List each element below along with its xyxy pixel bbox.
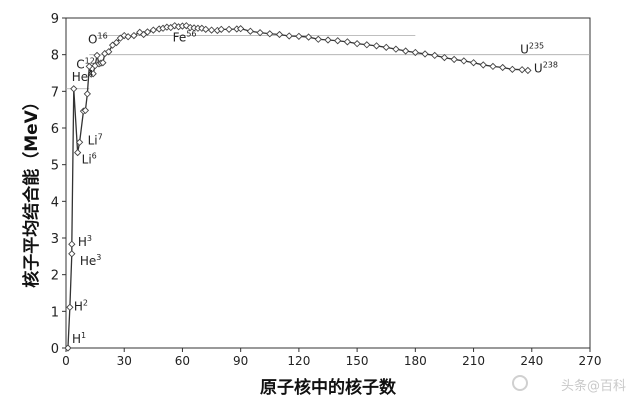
data-point <box>334 37 342 45</box>
y-tick-label: 2 <box>51 269 59 284</box>
x-tick-label: 180 <box>404 354 427 368</box>
data-point <box>524 66 532 75</box>
plot-frame <box>65 17 591 349</box>
annotation-label: O16 <box>88 31 108 46</box>
data-point <box>266 30 274 38</box>
x-tick-label: 60 <box>175 354 190 368</box>
y-tick-label: 5 <box>51 159 59 174</box>
data-line <box>67 25 528 349</box>
annotation-label: Li7 <box>88 132 103 147</box>
annotation-label: He3 <box>80 253 102 268</box>
data-point <box>275 30 284 39</box>
data-point <box>237 24 245 33</box>
data-point <box>469 59 478 67</box>
annotation-label: H2 <box>74 298 88 313</box>
data-point <box>64 344 72 352</box>
x-tick-label: 90 <box>233 354 248 368</box>
data-point <box>363 41 371 49</box>
data-point <box>304 33 313 41</box>
data-point <box>75 138 84 146</box>
annotation-label: U238 <box>534 60 558 75</box>
data-point <box>130 31 138 40</box>
data-point <box>85 62 93 71</box>
y-tick-label: 4 <box>51 195 59 210</box>
data-point <box>499 63 507 72</box>
x-tick-label: 270 <box>579 354 602 368</box>
data-point <box>411 48 419 57</box>
data-point <box>285 32 293 40</box>
y-axis-label-box: 核子平均结合能（MeV） <box>6 40 52 340</box>
data-point <box>518 66 526 74</box>
y-tick-label: 3 <box>51 232 59 247</box>
annotation-label: H3 <box>78 234 92 249</box>
data-point <box>89 70 97 78</box>
data-point <box>401 47 410 55</box>
data-point <box>508 65 517 73</box>
data-point <box>74 148 82 157</box>
data-point <box>314 35 322 43</box>
x-tick-label: 30 <box>117 354 132 368</box>
y-tick-label: 8 <box>51 49 59 64</box>
annotation-label: C12 <box>76 56 95 71</box>
annotation-label: He4 <box>72 69 94 84</box>
data-point <box>431 51 439 60</box>
x-tick-label: 0 <box>62 354 70 368</box>
data-point <box>460 57 468 65</box>
y-axis-label: 核子平均结合能（MeV） <box>21 92 42 288</box>
data-point <box>324 36 332 44</box>
data-point <box>225 25 233 34</box>
data-point <box>489 62 497 71</box>
x-tick-label: 150 <box>346 354 369 368</box>
annotation-label: Fe56 <box>173 30 197 45</box>
data-point <box>66 303 74 311</box>
y-tick-label: 0 <box>51 342 59 357</box>
data-point <box>202 25 210 34</box>
data-point <box>68 250 76 258</box>
data-point <box>83 90 91 98</box>
data-point <box>207 26 216 34</box>
data-point <box>81 106 90 115</box>
x-tick-label: 120 <box>287 354 310 368</box>
data-point <box>149 26 157 34</box>
data-point <box>217 25 225 34</box>
data-point <box>105 48 113 56</box>
data-point <box>353 40 361 48</box>
x-tick-label: 210 <box>462 354 485 368</box>
data-point <box>382 43 390 51</box>
watermark-text: 头条@百科 <box>560 379 626 394</box>
data-point <box>256 29 264 37</box>
data-point <box>99 59 107 67</box>
y-tick-label: 1 <box>51 305 59 320</box>
data-point <box>295 32 303 40</box>
annotation-label: Li6 <box>82 152 97 167</box>
data-point <box>450 55 458 64</box>
data-point <box>246 27 255 35</box>
watermark-logo-icon <box>512 375 528 391</box>
y-tick-label: 9 <box>51 12 59 27</box>
data-point <box>93 51 101 60</box>
y-tick-label: 7 <box>51 85 59 100</box>
annotation-label: H1 <box>72 331 86 346</box>
data-point <box>68 240 76 248</box>
data-point <box>143 28 152 36</box>
x-axis-label: 原子核中的核子数 <box>260 378 396 398</box>
data-point <box>421 50 429 58</box>
data-point <box>479 61 487 69</box>
y-tick-label: 6 <box>51 122 59 137</box>
data-point <box>440 53 449 62</box>
data-point <box>372 42 381 50</box>
x-tick-label: 240 <box>520 354 543 368</box>
annotation-label: U235 <box>520 42 544 57</box>
data-point <box>392 45 400 53</box>
data-point <box>343 38 352 46</box>
data-point <box>124 33 132 41</box>
data-point <box>112 38 121 47</box>
data-point <box>70 85 78 93</box>
